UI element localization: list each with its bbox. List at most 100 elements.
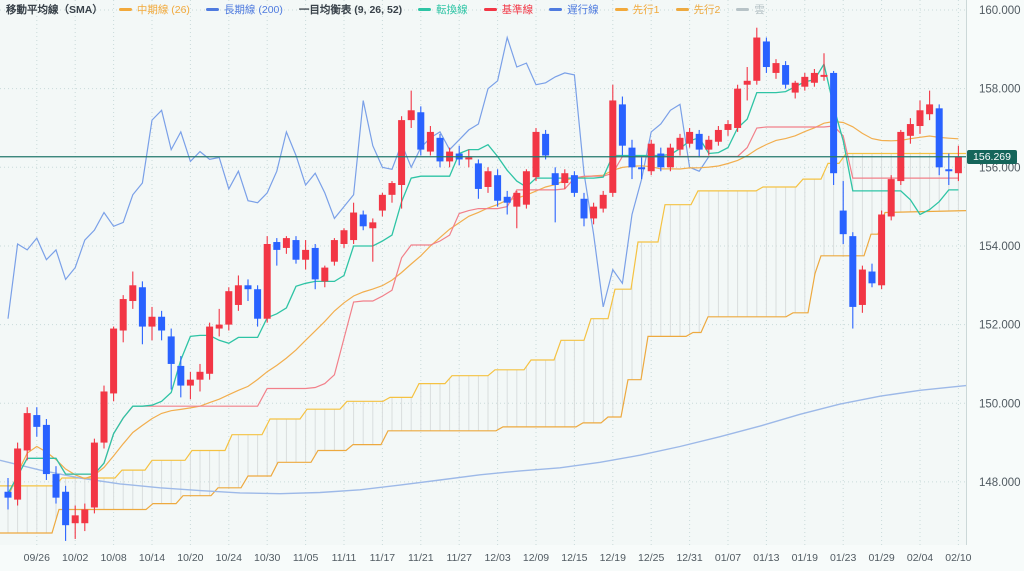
candle-down (503, 190, 511, 215)
time-tick-label: 12/15 (561, 552, 587, 564)
candle-up (705, 135, 713, 156)
legend-item[interactable]: 遅行線 (549, 2, 599, 17)
candle-up (561, 169, 569, 189)
indicator-legend: 移動平均線（SMA） 中期線 (26) 長期線 (200) 一目均衡表 (9, 26,… (6, 2, 765, 17)
candle-down (62, 485, 70, 541)
candle-down (474, 159, 482, 199)
legend-item[interactable]: 先行1 (614, 2, 660, 17)
candle-down (359, 210, 367, 231)
legend-label: 遅行線 (567, 4, 599, 16)
candle-up (734, 84, 742, 132)
legend-item[interactable]: 先行2 (675, 2, 721, 17)
candle-down (273, 238, 281, 266)
time-tick-label: 12/25 (638, 552, 664, 564)
candle-down (945, 153, 953, 186)
legend-item[interactable]: 長期線 (200) (205, 2, 283, 17)
candle-down (33, 407, 41, 437)
candle-up (282, 236, 290, 254)
candle-up (532, 127, 540, 182)
candle-up (609, 84, 617, 197)
candle-up (954, 145, 962, 182)
tenkan-line (7, 62, 959, 495)
candle-up (647, 139, 655, 176)
candle-down (52, 466, 60, 504)
price-tick-label: 156.000 (979, 162, 1021, 174)
candle-down (551, 167, 559, 223)
time-tick-label: 10/30 (254, 552, 280, 564)
candle-up (810, 68, 818, 87)
candle-down (311, 243, 319, 290)
candle-up (878, 210, 886, 290)
candle-down (830, 70, 838, 186)
candle-up (100, 385, 108, 449)
candle-up (81, 503, 89, 532)
time-tick-label: 01/29 (868, 552, 894, 564)
candle-up (225, 287, 233, 331)
price-tick-label: 158.000 (979, 84, 1021, 96)
candle-down (570, 171, 578, 197)
legend-item[interactable]: 中期線 (26) (118, 2, 190, 17)
candle-down (417, 106, 425, 156)
legend-swatch (736, 8, 750, 11)
candle-down (762, 37, 770, 73)
candle-up (513, 190, 521, 229)
candle-up (90, 438, 98, 514)
candle-up (791, 80, 799, 99)
time-axis[interactable] (0, 545, 966, 571)
candle-down (42, 419, 50, 480)
candle-up (926, 90, 934, 121)
candle-down (868, 263, 876, 288)
time-tick-label: 10/20 (177, 552, 203, 564)
candle-up (215, 308, 223, 337)
candle-up (484, 167, 492, 193)
price-tick-label: 160.000 (979, 5, 1021, 17)
candle-up (23, 407, 31, 461)
chikou-line (7, 35, 710, 319)
time-tick-label: 11/21 (408, 552, 434, 564)
candle-up (263, 236, 271, 323)
candle-up (426, 126, 434, 156)
time-tick-label: 12/19 (600, 552, 626, 564)
candle-down (244, 279, 252, 302)
candle-up (858, 265, 866, 313)
time-tick-label: 10/14 (139, 552, 165, 564)
candle-up (522, 169, 530, 209)
price-tick-label: 152.000 (979, 320, 1021, 332)
candle-down (839, 181, 847, 244)
legend-header: 移動平均線（SMA） (6, 2, 103, 17)
legend-label: 基準線 (501, 4, 534, 16)
time-tick-label: 10/08 (100, 552, 126, 564)
legend-item[interactable]: 転換線 (418, 2, 468, 17)
candle-down (782, 61, 790, 89)
time-tick-label: 12/31 (676, 552, 702, 564)
candle-down (254, 285, 262, 327)
legend-swatch (418, 8, 432, 11)
candle-up (407, 90, 415, 128)
legend-item[interactable]: 基準線 (483, 2, 534, 17)
candle-up (676, 133, 684, 156)
candle-down (138, 281, 146, 345)
candle-up (350, 202, 358, 244)
candle-up (820, 53, 828, 81)
legend-swatch (549, 8, 563, 11)
legend-swatch (483, 8, 497, 11)
candle-up (378, 192, 386, 217)
candle-up (599, 190, 607, 213)
legend-label: 先行1 (632, 4, 660, 16)
candle-down (4, 477, 12, 510)
legend-item[interactable]: 雲 (736, 2, 765, 17)
candle-down (695, 129, 703, 158)
candle-down (167, 328, 175, 390)
current-price-badge: 156.269 (967, 149, 1017, 164)
candle-up (369, 218, 377, 262)
legend-label: 長期線 (200) (223, 4, 283, 16)
legend-label: 先行2 (693, 4, 721, 16)
kijun-line (7, 125, 959, 494)
time-tick-label: 01/19 (792, 552, 818, 564)
candle-up (714, 126, 722, 146)
candle-down (618, 96, 626, 156)
price-axis[interactable] (966, 0, 1024, 571)
price-tick-label: 150.000 (979, 398, 1021, 410)
candle-down (292, 236, 300, 264)
